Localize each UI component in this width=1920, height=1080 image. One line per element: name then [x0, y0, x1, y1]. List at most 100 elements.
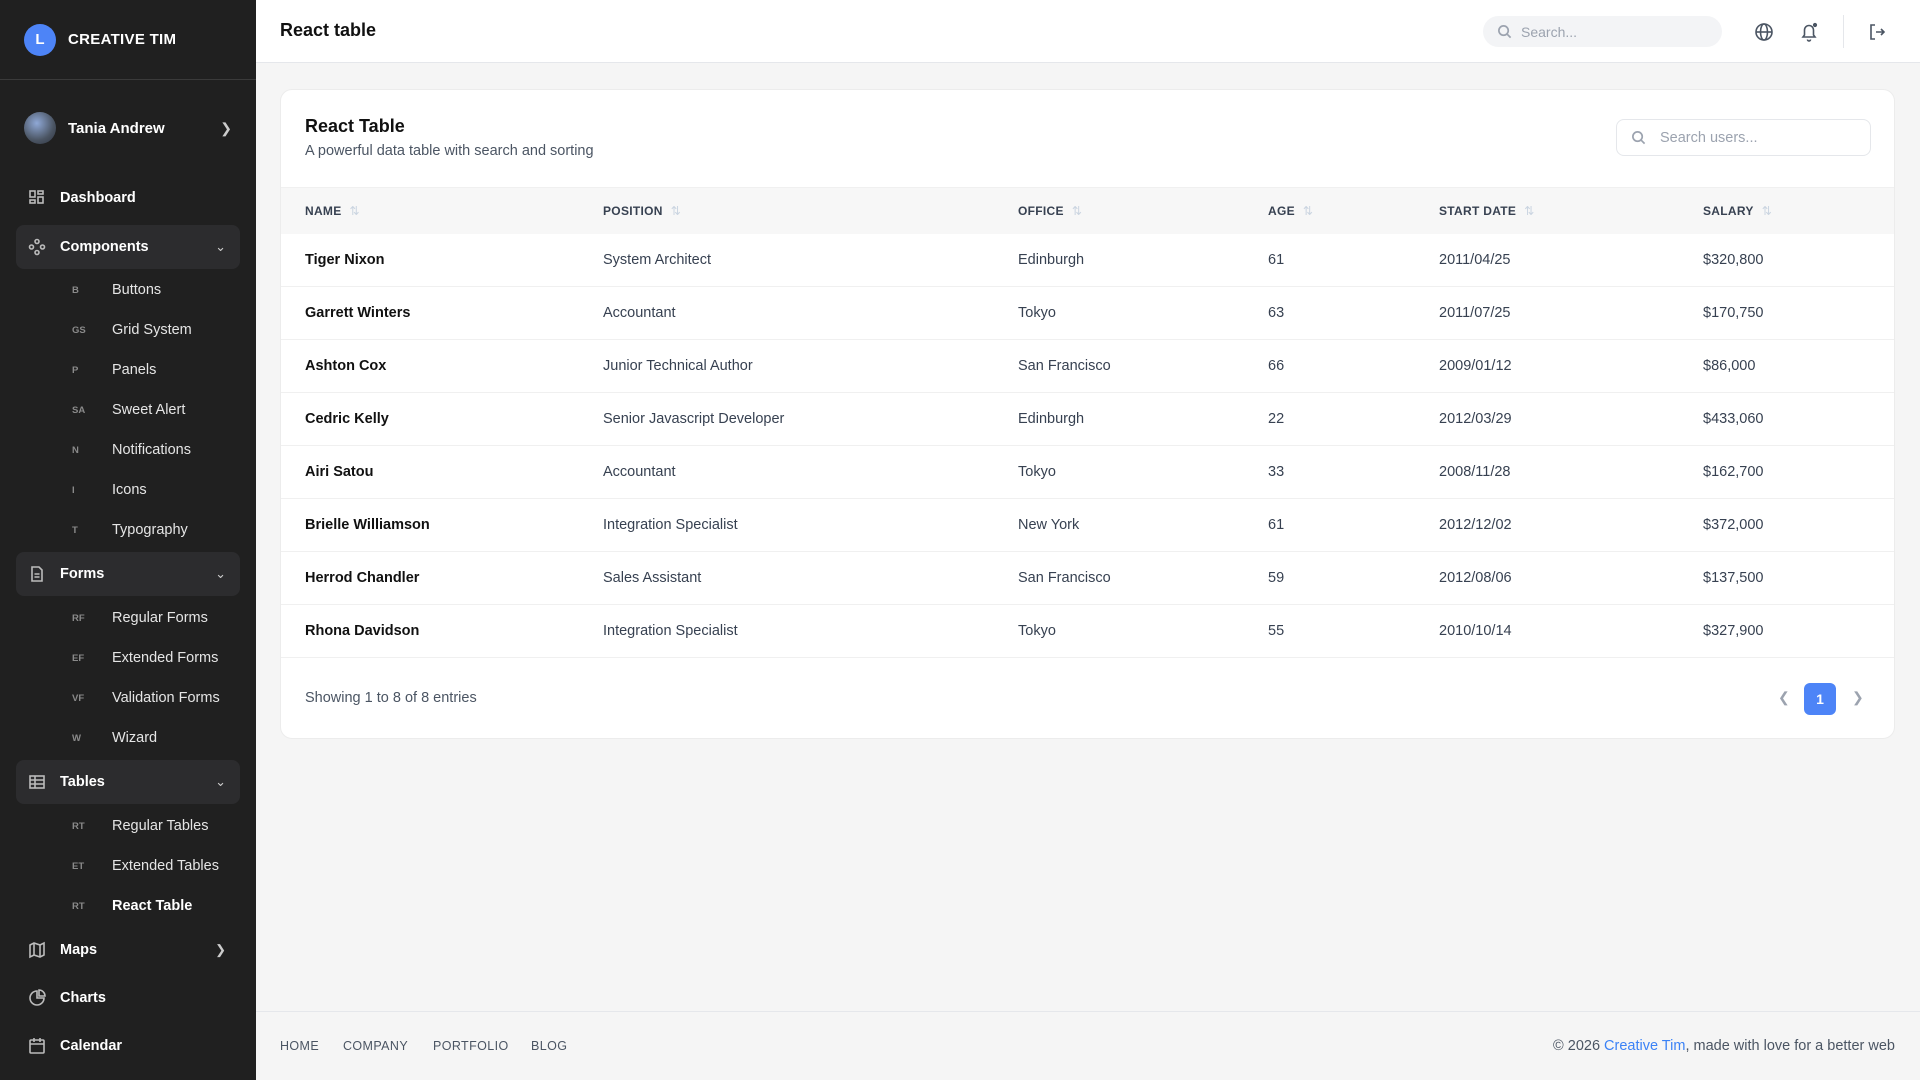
- table-cell: 2012/12/02: [1439, 517, 1512, 533]
- table-row: Cedric Kelly Senior Javascript Developer E…: [281, 393, 1894, 446]
- sidebar-item-dashboard[interactable]: Dashboard: [16, 176, 240, 220]
- entries-info: Showing 1 to 8 of 8 entries: [305, 690, 477, 706]
- table-cell: 2011/07/25: [1439, 305, 1511, 321]
- table-cell: $162,700: [1703, 464, 1764, 480]
- sidebar-subitem-notifications[interactable]: N Notifications: [0, 432, 256, 468]
- subitem-label: Notifications: [112, 442, 191, 458]
- subitem-abbr: RT: [72, 900, 85, 912]
- table-cell: 2010/10/14: [1439, 623, 1512, 639]
- sidebar-subitem-typography[interactable]: T Typography: [0, 512, 256, 548]
- notifications-button[interactable]: [1798, 21, 1820, 43]
- subitem-abbr: EF: [72, 652, 85, 664]
- subitem-abbr: W: [72, 732, 81, 744]
- subitem-label: Sweet Alert: [112, 402, 186, 418]
- sidebar-subitem-extended-forms[interactable]: EF Extended Forms: [0, 640, 256, 676]
- table-row: Ashton Cox Junior Technical Author San Fra…: [281, 340, 1894, 393]
- table-cell: 55: [1268, 623, 1285, 639]
- column-header-age[interactable]: AGE ⇅: [1268, 204, 1313, 218]
- sidebar-item-forms[interactable]: Forms ⌄: [16, 552, 240, 596]
- subitem-label: React Table: [112, 898, 193, 914]
- column-header-position[interactable]: POSITION ⇅: [603, 204, 681, 218]
- footer: HOME COMPANY PORTFOLIO BLOG © 2026 Creat…: [256, 1011, 1920, 1080]
- sidebar-subitem-icons[interactable]: I Icons: [0, 472, 256, 508]
- table-header: NAME ⇅ POSITION ⇅ OFFICE ⇅ AGE ⇅ START DATE ⇅ SALA…: [281, 187, 1894, 234]
- table-cell: $86,000: [1703, 358, 1756, 374]
- subitem-abbr: B: [72, 284, 79, 296]
- subitem-abbr: GS: [72, 324, 86, 336]
- chevron-down-icon: ⌄: [215, 774, 226, 789]
- global-search-input[interactable]: Search...: [1483, 16, 1722, 47]
- subitem-label: Extended Forms: [112, 650, 219, 666]
- creative-tim-link[interactable]: Creative Tim: [1604, 1038, 1686, 1054]
- table-cell: New York: [1018, 517, 1080, 533]
- sidebar-item-calendar[interactable]: Calendar: [16, 1024, 240, 1068]
- sidebar-item-label: Calendar: [60, 1038, 123, 1054]
- table-cell: 33: [1268, 464, 1285, 480]
- sidebar-item-charts[interactable]: Charts: [16, 976, 240, 1020]
- prev-page-button[interactable]: ❮: [1778, 689, 1790, 705]
- footer-link-company[interactable]: COMPANY: [343, 1039, 409, 1053]
- table-cell: 2011/04/25: [1439, 252, 1511, 268]
- table-cell: $170,750: [1703, 305, 1764, 321]
- footer-link-blog[interactable]: BLOG: [531, 1039, 568, 1053]
- sidebar-item-components[interactable]: Components ⌄: [16, 225, 240, 269]
- sidebar-subitem-validation-forms[interactable]: VF Validation Forms: [0, 680, 256, 716]
- table-cell: $433,060: [1703, 411, 1764, 427]
- subitem-abbr: SA: [72, 404, 86, 416]
- sidebar-subitem-regular-tables[interactable]: RT Regular Tables: [0, 808, 256, 844]
- column-header-office[interactable]: OFFICE ⇅: [1018, 204, 1082, 218]
- table-icon: [29, 775, 45, 789]
- column-header-name[interactable]: NAME ⇅: [305, 204, 360, 218]
- logout-icon: [1870, 24, 1886, 40]
- sidebar-subitem-wizard[interactable]: W Wizard: [0, 720, 256, 756]
- table-row: Brielle Williamson Integration Specialist…: [281, 499, 1894, 552]
- table-cell: Sales Assistant: [603, 570, 702, 586]
- sidebar-item-label: Dashboard: [60, 190, 136, 206]
- sort-icon: ⇅: [670, 204, 682, 218]
- globe-button[interactable]: [1753, 21, 1775, 43]
- sidebar-subitem-panels[interactable]: P Panels: [0, 352, 256, 388]
- file-icon: [31, 566, 43, 582]
- column-header-salary[interactable]: SALARY ⇅: [1703, 204, 1772, 218]
- page-1-button[interactable]: 1: [1804, 683, 1836, 715]
- subitem-abbr: RF: [72, 612, 85, 624]
- header-divider: [1843, 15, 1844, 48]
- search-users-input[interactable]: Search users...: [1616, 119, 1871, 156]
- subitem-label: Grid System: [112, 322, 192, 338]
- table-row: Rhona Davidson Integration Specialist Toky…: [281, 605, 1894, 658]
- sidebar-subitem-sweet-alert[interactable]: SA Sweet Alert: [0, 392, 256, 428]
- table-cell: Herrod Chandler: [305, 570, 420, 586]
- table-cell: San Francisco: [1018, 358, 1111, 374]
- footer-link-portfolio[interactable]: PORTFOLIO: [433, 1039, 509, 1053]
- logout-button[interactable]: [1866, 21, 1888, 43]
- footer-link-home[interactable]: HOME: [280, 1039, 320, 1053]
- globe-icon: [1755, 23, 1773, 41]
- sidebar-subitem-buttons[interactable]: B Buttons: [0, 272, 256, 308]
- react-table-card: React Table A powerful data table with s…: [280, 89, 1895, 739]
- copyright: © 2026 Creative Tim, made with love for …: [1553, 1038, 1895, 1054]
- table-cell: 61: [1268, 252, 1285, 268]
- table-cell: 66: [1268, 358, 1285, 374]
- chevron-right-icon: ❯: [220, 119, 232, 136]
- sidebar-subitem-regular-forms[interactable]: RF Regular Forms: [0, 600, 256, 636]
- table-cell: Tokyo: [1018, 464, 1056, 480]
- subitem-abbr: N: [72, 444, 79, 456]
- brand[interactable]: L CREATIVE TIM: [0, 0, 256, 80]
- table-cell: San Francisco: [1018, 570, 1111, 586]
- sidebar-subitem-react-table[interactable]: RT React Table: [0, 888, 256, 924]
- user-menu[interactable]: Tania Andrew ❯: [24, 112, 232, 144]
- top-header: React table Search...: [256, 0, 1920, 63]
- column-label: POSITION: [603, 204, 663, 218]
- column-header-start-date[interactable]: START DATE ⇅: [1439, 204, 1535, 218]
- table-cell: 59: [1268, 570, 1285, 586]
- next-page-button[interactable]: ❯: [1852, 689, 1864, 705]
- table-row: Herrod Chandler Sales Assistant San Franci…: [281, 552, 1894, 605]
- column-label: AGE: [1268, 204, 1295, 218]
- sidebar-item-maps[interactable]: Maps ❯: [16, 928, 240, 972]
- sidebar-subitem-grid-system[interactable]: GS Grid System: [0, 312, 256, 348]
- column-label: START DATE: [1439, 204, 1517, 218]
- sidebar-item-tables[interactable]: Tables ⌄: [16, 760, 240, 804]
- subitem-abbr: T: [72, 524, 78, 536]
- sidebar-subitem-extended-tables[interactable]: ET Extended Tables: [0, 848, 256, 884]
- subitem-abbr: P: [72, 364, 79, 376]
